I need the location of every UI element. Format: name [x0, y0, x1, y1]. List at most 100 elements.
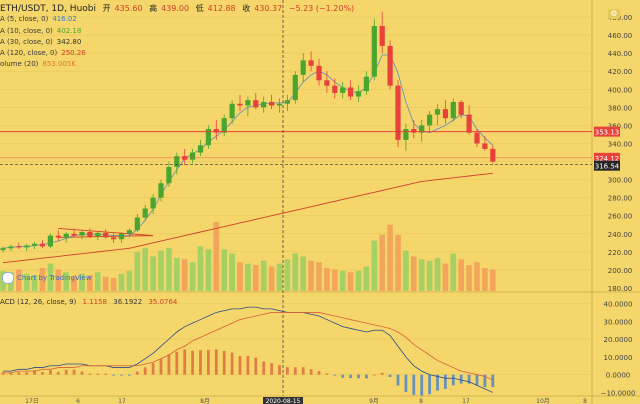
price-axis-label: 340.00: [608, 140, 633, 148]
open-label: 开: [102, 4, 111, 13]
candle: [482, 143, 488, 149]
volume-bar: [23, 273, 30, 291]
volume-bar: [332, 269, 338, 291]
volume-bar: [308, 260, 314, 291]
macd-histogram-bar: [436, 374, 439, 391]
volume-bar: [102, 276, 109, 291]
candle: [324, 80, 330, 86]
macd-histogram-bar: [80, 371, 84, 375]
volume-bar: [166, 247, 172, 291]
macd-histogram-bar: [246, 355, 250, 375]
macd-histogram-bar: [33, 370, 36, 375]
candle: [24, 245, 30, 248]
volume-bar: [276, 263, 283, 291]
candle: [134, 217, 140, 231]
volume-bar: [205, 249, 212, 291]
macd-histogram-bar: [309, 369, 313, 375]
legend-ma120[interactable]: A (120, close, 0) 250.26: [0, 49, 86, 57]
volume-bar: [39, 267, 46, 291]
candle: [300, 60, 306, 75]
macd-axis-label: 10.0000: [604, 354, 633, 362]
macd-histogram-bar: [412, 374, 416, 395]
macd-histogram-bar: [191, 350, 194, 375]
time-axis-label: 8: [419, 398, 423, 404]
macd-histogram-bar: [475, 374, 479, 386]
macd-histogram-bar: [483, 374, 487, 388]
ma120-line: [2, 172, 493, 264]
legend-ma30[interactable]: A (30, close, 0) 342.80: [0, 38, 81, 46]
macd-legend[interactable]: ACD (12, 26, close, 9) 1.1158 36.1922 35…: [0, 298, 181, 306]
time-axis-label: 9月: [369, 398, 379, 404]
time-axis-label: 17: [462, 398, 470, 404]
macd-histogram-bar: [357, 374, 360, 379]
candle: [379, 26, 385, 46]
candle: [387, 45, 393, 86]
candle: [16, 246, 22, 248]
price-axis-label: 220.00: [608, 249, 633, 257]
volume-bar: [363, 266, 370, 291]
macd-histogram-bar: [270, 363, 273, 375]
candle: [142, 208, 148, 218]
volume-bar: [95, 272, 101, 291]
price-axis-label: 260.00: [608, 213, 633, 221]
macd-histogram-bar: [64, 369, 68, 375]
time-axis-label: 6: [76, 398, 80, 404]
macd-histogram-bar: [9, 372, 13, 375]
price-axis-label: 480.00: [608, 14, 633, 22]
macd-histogram-bar: [286, 367, 289, 375]
legend-label: A (10, close, 0): [0, 27, 53, 35]
macd-histogram-bar: [372, 374, 376, 376]
high-label: 高: [149, 4, 158, 13]
macd-value-1: 1.1158: [82, 298, 108, 306]
candle: [166, 166, 172, 184]
volume-bar: [229, 253, 235, 291]
macd-histogram-bar: [420, 374, 424, 396]
volume-bar: [418, 259, 425, 291]
volume-bar: [324, 267, 330, 291]
candle: [434, 109, 441, 115]
close-value: 430.37: [254, 4, 283, 13]
candle: [111, 237, 117, 240]
legend-label: A (120, close, 0): [0, 49, 58, 57]
low-label: 低: [195, 4, 204, 13]
candle: [348, 87, 354, 97]
macd-histogram-bar: [301, 367, 305, 375]
price-tag-label: 316.54: [595, 163, 620, 171]
macd-histogram-bar: [365, 374, 368, 379]
legend-ma5[interactable]: A (5, close, 0) 416.02: [0, 15, 77, 23]
candle: [95, 232, 101, 237]
volume-bar: [284, 259, 291, 291]
time-axis-label: 8月: [200, 398, 210, 404]
candle: [158, 183, 164, 198]
volume-bar: [474, 262, 480, 291]
volume-bar: [371, 240, 378, 291]
candle: [103, 232, 109, 238]
macd-histogram-bar: [214, 349, 218, 375]
macd-axis-label: 30.0000: [604, 318, 633, 326]
settings-icon[interactable]: ⚙: [608, 9, 620, 19]
legend-label: A (5, close, 0): [0, 15, 49, 23]
candle: [427, 114, 433, 126]
legend-volume[interactable]: olume (20) 853.005K: [0, 60, 76, 68]
macd-histogram-bar: [49, 370, 52, 375]
candle: [190, 152, 196, 160]
legend-ma10[interactable]: A (10, close, 0) 402.18: [0, 27, 81, 35]
candle: [221, 118, 227, 133]
tradingview-watermark[interactable]: Chart by TradingView: [2, 272, 92, 284]
macd-histogram-bar: [341, 374, 345, 378]
macd-histogram-bar: [159, 358, 163, 375]
macd-histogram-bar: [88, 373, 92, 375]
macd-histogram-bar: [17, 372, 21, 375]
legend-label: A (30, close, 0): [0, 38, 53, 46]
volume-bar: [300, 256, 306, 291]
time-axis-label: 10月: [536, 398, 550, 404]
volume-bar: [347, 272, 354, 291]
candle: [474, 132, 480, 144]
candle: [458, 101, 464, 115]
candle: [355, 91, 362, 97]
macd-histogram-bar: [128, 374, 131, 376]
volume-bar: [55, 269, 62, 291]
volume-bar: [63, 272, 69, 291]
volume-bar: [16, 269, 22, 291]
